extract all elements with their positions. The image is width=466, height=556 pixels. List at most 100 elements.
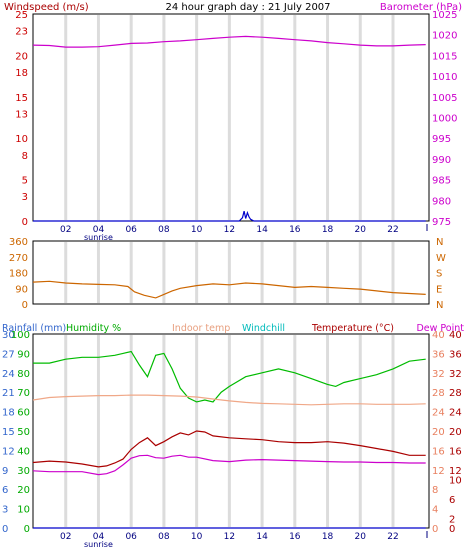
- x-tick-0-5: 12: [224, 225, 235, 235]
- temp-tick-a-0: 0: [432, 524, 438, 535]
- hum-tick-0: 0: [24, 524, 30, 535]
- windchill-legend: Windchill: [242, 323, 285, 334]
- temp-tick-a-5: 20: [432, 427, 445, 438]
- wind-tick-6: 15: [15, 93, 28, 104]
- temp-tick-b-1: 2: [449, 514, 455, 525]
- dir-label-3: E: [436, 284, 442, 295]
- dir-tick-4: 360: [9, 237, 28, 248]
- x-tick-0-1: 04: [93, 225, 105, 235]
- temp-tick-b-10: 36: [449, 349, 462, 360]
- temp-tick-b-5: 16: [449, 446, 462, 457]
- rain-tick-4: 12: [2, 446, 15, 457]
- temp-tick-a-9: 36: [432, 349, 445, 360]
- baro-tick-3: 990: [432, 155, 451, 166]
- temp-tick-b-7: 24: [449, 408, 462, 419]
- baro-tick-4: 995: [432, 134, 451, 145]
- baro-tick-2: 985: [432, 176, 451, 187]
- series-0-0: [32, 35, 426, 48]
- x-tick-2-2: 06: [125, 532, 137, 542]
- wind-tick-5: 13: [15, 109, 28, 120]
- hum-tick-5: 50: [17, 427, 30, 438]
- series-2-3: [32, 430, 426, 468]
- series-2-2: [32, 394, 426, 406]
- rain-tick-2: 6: [2, 485, 8, 496]
- temp-tick-b-8: 28: [449, 388, 462, 399]
- hum-tick-2: 20: [17, 485, 30, 496]
- graph-title: 24 hour graph day : 21 July 2007: [165, 2, 330, 13]
- panel-mid-frame: [32, 240, 430, 305]
- wind-tick-8: 20: [15, 51, 28, 62]
- wind-tick-2: 5: [22, 176, 28, 187]
- baro-tick-6: 1005: [432, 93, 457, 104]
- series-2-1: [33, 350, 426, 403]
- series-1-0: [32, 280, 426, 299]
- temp-tick-a-3: 12: [432, 466, 445, 477]
- x-tick-2-7: 16: [289, 532, 301, 542]
- baro-tick-10: 1025: [432, 10, 457, 21]
- x-tick-0-6: 14: [256, 225, 268, 235]
- x-tick-0-2: 06: [125, 225, 137, 235]
- x-tick-0-10: 22: [387, 225, 398, 235]
- hum-tick-1: 10: [17, 505, 30, 516]
- hum-tick-7: 70: [17, 388, 30, 399]
- wind-tick-4: 10: [15, 134, 28, 145]
- wind-tick-7: 18: [15, 68, 28, 79]
- temperature-legend: Temperature (°C): [311, 323, 394, 334]
- rain-tick-7: 21: [2, 388, 15, 399]
- hum-tick-3: 30: [17, 466, 30, 477]
- x-tick-0-7: 16: [289, 225, 301, 235]
- temp-tick-b-0: 0: [449, 524, 455, 535]
- barometer-axis-title: Barometer (hPa): [380, 2, 462, 13]
- x-tick-2-4: 10: [191, 532, 203, 542]
- sunrise-label-2: sunrise: [84, 540, 113, 549]
- baro-tick-8: 1015: [432, 51, 457, 62]
- temp-tick-b-6: 20: [449, 427, 462, 438]
- dir-label-0: N: [436, 237, 443, 248]
- x-tick-0-8: 18: [322, 225, 334, 235]
- temp-tick-b-11: 40: [449, 330, 462, 341]
- temp-tick-b-9: 32: [449, 369, 462, 380]
- x-tick-2-1: 04: [93, 532, 105, 542]
- temp-tick-b-2: 6: [449, 495, 455, 506]
- rain-tick-5: 15: [2, 427, 15, 438]
- x-tick-2-8: 18: [322, 532, 334, 542]
- temp-tick-a-2: 8: [432, 485, 438, 496]
- temp-tick-a-1: 4: [432, 505, 438, 516]
- rain-tick-3: 9: [2, 466, 8, 477]
- x-tick-2-0: 02: [60, 532, 71, 542]
- dir-label-1: W: [436, 253, 446, 264]
- windspeed-axis-title: Windspeed (m/s): [4, 2, 89, 13]
- series-2-4: [32, 454, 426, 476]
- x-tick-2-10: 22: [387, 532, 398, 542]
- temp-tick-a-6: 24: [432, 408, 445, 419]
- hum-tick-10: 100: [11, 330, 30, 341]
- hum-tick-4: 40: [17, 446, 30, 457]
- rain-tick-9: 27: [2, 349, 15, 360]
- temp-tick-a-10: 40: [432, 330, 445, 341]
- hum-tick-8: 80: [17, 369, 30, 380]
- x-tick-0-4: 10: [191, 225, 203, 235]
- baro-tick-9: 1020: [432, 31, 457, 42]
- rain-tick-0: 0: [2, 524, 8, 535]
- rain-tick-6: 18: [2, 408, 15, 419]
- baro-tick-7: 1010: [432, 72, 457, 83]
- dir-label-4: N: [436, 300, 443, 311]
- baro-tick-5: 1000: [432, 114, 457, 125]
- series-0-1: [33, 210, 426, 222]
- x-tick-2-6: 14: [256, 532, 268, 542]
- rain-tick-10: 30: [2, 330, 15, 341]
- wind-tick-3: 8: [22, 151, 28, 162]
- temp-tick-a-8: 32: [432, 369, 445, 380]
- hum-tick-6: 60: [17, 408, 30, 419]
- wind-tick-9: 23: [15, 27, 28, 38]
- humidity-legend: Humidity %: [66, 323, 121, 334]
- temp-tick-b-3: 10: [449, 476, 462, 487]
- dir-tick-0: 0: [22, 300, 28, 311]
- rainfall-legend: Rainfall (mm): [2, 323, 66, 334]
- wind-tick-10: 25: [15, 10, 28, 21]
- baro-tick-1: 980: [432, 196, 451, 207]
- x-tick-0-3: 08: [158, 225, 170, 235]
- hum-tick-9: 90: [17, 349, 30, 360]
- temp-tick-b-4: 12: [449, 466, 462, 477]
